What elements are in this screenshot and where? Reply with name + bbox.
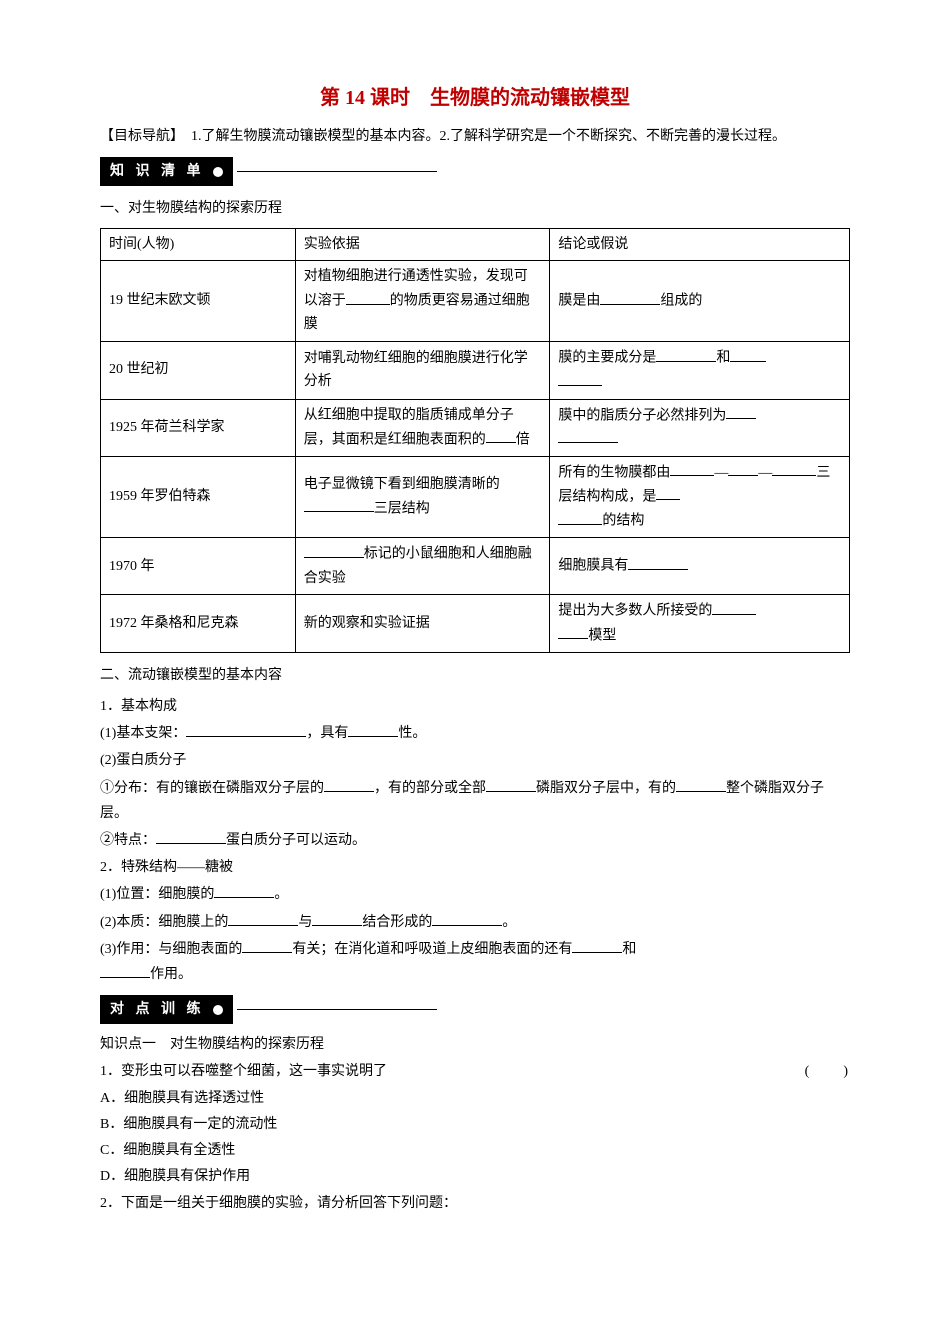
cell-conclusion: 所有的生物膜都由——三层结构构成，是的结构 [550,456,850,538]
option-a: A．细胞膜具有选择透过性 [100,1086,850,1111]
cell-evidence: 对哺乳动物红细胞的细胞膜进行化学分析 [295,342,550,399]
header-conclusion: 结论或假说 [550,228,850,261]
cell-conclusion: 膜是由组成的 [550,261,850,342]
lesson-title: 第 14 课时 生物膜的流动镶嵌模型 [100,80,850,116]
item-1-title: 1．基本构成 [100,694,850,719]
fill-blank[interactable] [656,346,716,361]
fill-blank[interactable] [600,289,660,304]
fill-blank[interactable] [228,910,298,925]
fill-blank[interactable] [486,776,536,791]
item-1-2-1: ①分布：有的镶嵌在磷脂双分子层的，有的部分或全部磷脂双分子层中，有的整个磷脂双分… [100,776,850,826]
table-row: 1925 年荷兰科学家 从红细胞中提取的脂质铺成单分子层，其面积是红细胞表面积的… [101,399,850,456]
item-1-2-2: ②特点：蛋白质分子可以运动。 [100,828,850,853]
badge-text: 知 识 清 单 [110,159,205,184]
learning-objective: 【目标导航】 1.了解生物膜流动镶嵌模型的基本内容。2.了解科学研究是一个不断探… [100,124,850,149]
table-row: 19 世纪末欧文顿 对植物细胞进行通透性实验，发现可以溶于的物质更容易通过细胞膜… [101,261,850,342]
cell-time: 1972 年桑格和尼克森 [101,595,296,652]
fill-blank[interactable] [772,461,816,476]
fill-blank[interactable] [656,485,680,500]
fill-blank[interactable] [304,497,374,512]
fill-blank[interactable] [312,910,362,925]
question-2: 2．下面是一组关于细胞膜的实验，请分析回答下列问题： [100,1191,850,1216]
fill-blank[interactable] [558,370,602,385]
question-1-text: 1．变形虫可以吞噬整个细菌，这一事实说明了 [100,1059,387,1084]
question-1: 1．变形虫可以吞噬整个细菌，这一事实说明了 ( ) [100,1059,850,1084]
item-2-title: 2．特殊结构——糖被 [100,855,850,880]
section-header-practice: 对 点 训 练 [100,995,850,1024]
fill-blank[interactable] [628,554,688,569]
header-evidence: 实验依据 [295,228,550,261]
fill-blank[interactable] [726,404,756,419]
table-row: 1970 年 标记的小鼠细胞和人细胞融合实验 细胞膜具有 [101,538,850,595]
table-row: 1959 年罗伯特森 电子显微镜下看到细胞膜清晰的三层结构 所有的生物膜都由——… [101,456,850,538]
knowledge-badge: 知 识 清 单 [100,157,233,186]
fill-blank[interactable] [214,883,274,898]
item-2-1: (1)位置：细胞膜的。 [100,882,850,907]
option-b: B．细胞膜具有一定的流动性 [100,1112,850,1137]
cell-conclusion: 膜中的脂质分子必然排列为 [550,399,850,456]
section-header-knowledge: 知 识 清 单 [100,157,850,186]
subsection-2-title: 二、流动镶嵌模型的基本内容 [100,663,850,688]
fill-blank[interactable] [242,937,292,952]
fill-blank[interactable] [348,722,398,737]
fill-blank[interactable] [100,962,150,977]
cell-time: 19 世纪末欧文顿 [101,261,296,342]
cell-evidence: 标记的小鼠细胞和人细胞融合实验 [295,538,550,595]
fill-blank[interactable] [304,542,364,557]
cell-time: 1970 年 [101,538,296,595]
header-time: 时间(人物) [101,228,296,261]
fill-blank[interactable] [558,509,602,524]
cell-conclusion: 膜的主要成分是和 [550,342,850,399]
fill-blank[interactable] [712,599,756,614]
cell-evidence: 从红细胞中提取的脂质铺成单分子层，其面积是红细胞表面积的倍 [295,399,550,456]
fill-blank[interactable] [486,428,516,443]
fill-blank[interactable] [558,624,588,639]
cell-conclusion: 细胞膜具有 [550,538,850,595]
practice-badge: 对 点 训 练 [100,995,233,1024]
table-row: 20 世纪初 对哺乳动物红细胞的细胞膜进行化学分析 膜的主要成分是和 [101,342,850,399]
fill-blank[interactable] [432,910,502,925]
item-1-1: (1)基本支架：，具有性。 [100,721,850,746]
section-divider [237,171,437,172]
history-table: 时间(人物) 实验依据 结论或假说 19 世纪末欧文顿 对植物细胞进行通透性实验… [100,228,850,653]
section-divider [237,1009,437,1010]
fill-blank[interactable] [676,776,726,791]
fill-blank[interactable] [728,461,758,476]
fill-blank[interactable] [558,428,618,443]
item-2-3: (3)作用：与细胞表面的有关；在消化道和呼吸道上皮细胞表面的还有和作用。 [100,937,850,987]
fill-blank[interactable] [670,461,714,476]
cell-time: 20 世纪初 [101,342,296,399]
fill-blank[interactable] [324,776,374,791]
practice-content: 知识点一 对生物膜结构的探索历程 1．变形虫可以吞噬整个细菌，这一事实说明了 (… [100,1032,850,1216]
subsection-1-title: 一、对生物膜结构的探索历程 [100,196,850,221]
cell-evidence: 新的观察和实验证据 [295,595,550,652]
fill-blank[interactable] [572,937,622,952]
fill-blank[interactable] [186,722,306,737]
cell-conclusion: 提出为大多数人所接受的模型 [550,595,850,652]
fill-blank[interactable] [346,289,390,304]
item-1-2: (2)蛋白质分子 [100,748,850,773]
option-d: D．细胞膜具有保护作用 [100,1164,850,1189]
fill-blank[interactable] [156,829,226,844]
table-row: 1972 年桑格和尼克森 新的观察和实验证据 提出为大多数人所接受的模型 [101,595,850,652]
fill-blank[interactable] [730,346,766,361]
badge-text: 对 点 训 练 [110,997,205,1022]
badge-dot-icon [213,1005,223,1015]
knowledge-point-1: 知识点一 对生物膜结构的探索历程 [100,1032,850,1057]
badge-dot-icon [213,167,223,177]
cell-evidence: 电子显微镜下看到细胞膜清晰的三层结构 [295,456,550,538]
option-c: C．细胞膜具有全透性 [100,1138,850,1163]
answer-paren[interactable]: ( ) [805,1059,850,1084]
item-2-2: (2)本质：细胞膜上的与结合形成的。 [100,910,850,935]
table-header-row: 时间(人物) 实验依据 结论或假说 [101,228,850,261]
cell-time: 1959 年罗伯特森 [101,456,296,538]
cell-evidence: 对植物细胞进行通透性实验，发现可以溶于的物质更容易通过细胞膜 [295,261,550,342]
cell-time: 1925 年荷兰科学家 [101,399,296,456]
